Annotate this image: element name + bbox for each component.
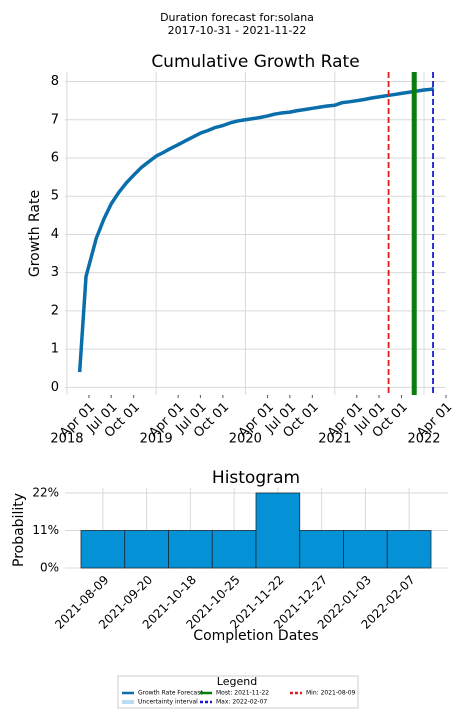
- y-tick-label: 4: [51, 227, 59, 242]
- chart-title: Histogram: [212, 468, 300, 488]
- y-tick-label: 3: [51, 265, 59, 280]
- legend-label: Uncertainty interval: [138, 699, 198, 706]
- legend-box: [117, 675, 359, 709]
- legend-label: Most: 2021-11-22: [216, 690, 269, 697]
- legend-label: Growth Rate Forecast: [138, 690, 203, 697]
- y-axis-label: Probability: [11, 493, 27, 567]
- bar: [386, 530, 432, 569]
- y-tick-label: 11%: [32, 523, 59, 537]
- header-title: Duration forecast for:solana: [160, 11, 314, 24]
- bar: [211, 530, 257, 569]
- bar: [124, 530, 169, 569]
- y-tick-label: 0: [51, 380, 59, 395]
- y-tick-label: 7: [51, 112, 59, 127]
- y-tick-label: 8: [51, 74, 59, 89]
- bar: [343, 530, 388, 569]
- x-axis-label: Completion Dates: [193, 628, 318, 644]
- legend-label: Max: 2022-02-07: [216, 699, 267, 706]
- chart-title: Cumulative Growth Rate: [151, 52, 359, 72]
- growth-line: [77, 86, 435, 373]
- legend-title: Legend: [217, 675, 257, 688]
- header-subtitle: 2017-10-31 - 2021-11-22: [168, 24, 307, 37]
- y-tick-label: 6: [51, 151, 59, 166]
- y-tick-label: 2: [51, 303, 59, 318]
- y-tick-label: 1: [51, 342, 59, 357]
- y-tick-label: 5: [51, 189, 59, 204]
- bar: [255, 492, 301, 569]
- x-tick-label: 2019: [140, 432, 173, 447]
- y-tick-label: 22%: [32, 486, 59, 500]
- x-tick-label: 2021: [318, 432, 351, 447]
- legend-swatch: [122, 700, 134, 704]
- legend-label: Min: 2021-08-09: [306, 690, 356, 697]
- y-tick-label: 0%: [40, 561, 59, 575]
- bar: [80, 530, 126, 569]
- y-axis-label: Growth Rate: [27, 190, 43, 277]
- bar: [299, 530, 344, 569]
- x-tick-label: 2022: [407, 432, 440, 447]
- bar: [168, 530, 213, 569]
- x-tick-label: 2020: [229, 432, 262, 447]
- x-tick-label: 2018: [50, 432, 83, 447]
